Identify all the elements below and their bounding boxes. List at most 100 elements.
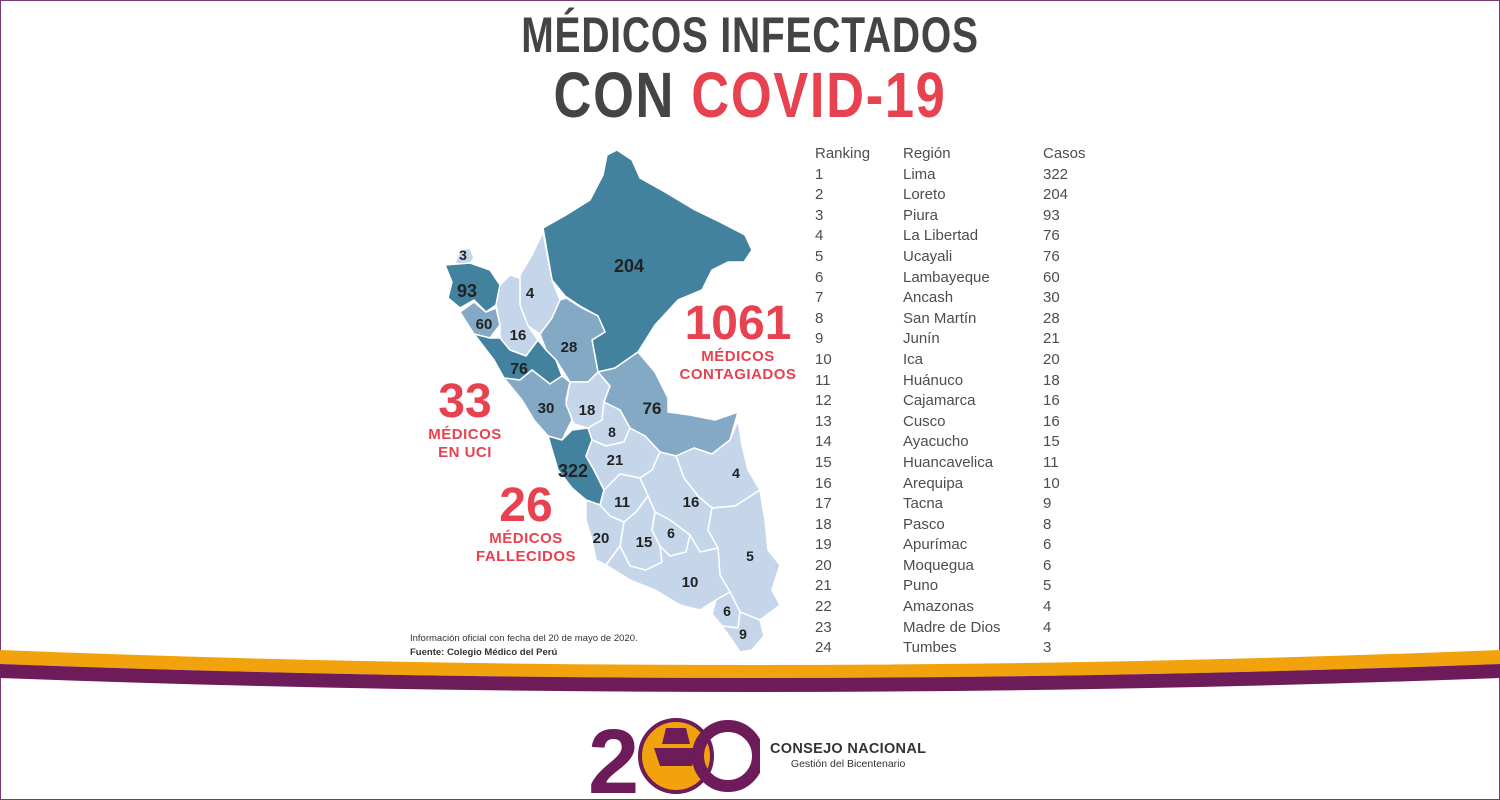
table-row: 1 Lima 322 [815, 165, 1115, 186]
row-ranking: 2 [815, 186, 824, 204]
row-ranking: 14 [815, 433, 832, 451]
row-casos: 21 [1043, 330, 1060, 348]
table-row: 21 Puno 5 [815, 576, 1115, 597]
band-purple [0, 664, 1500, 692]
row-ranking: 10 [815, 350, 832, 368]
row-casos: 16 [1043, 392, 1060, 410]
row-ranking: 8 [815, 309, 824, 327]
row-ranking: 6 [815, 268, 824, 286]
map-label-piura: 93 [457, 281, 477, 301]
row-ranking: 7 [815, 289, 824, 307]
row-ranking: 17 [815, 495, 832, 513]
row-region: Ancash [903, 289, 954, 307]
bicentenario-logo: 2 [588, 714, 760, 796]
row-ranking: 15 [815, 453, 832, 471]
row-ranking: 20 [815, 556, 832, 574]
stat-fallecidos-line2: FALLECIDOS [475, 548, 576, 565]
region-cajamarca[interactable] [495, 274, 539, 357]
decorative-band [0, 650, 1500, 692]
row-region: Tumbes [903, 639, 957, 657]
row-casos: 11 [1043, 453, 1059, 471]
row-region: Ucayali [903, 247, 953, 265]
council-block: CONSEJO NACIONAL Gestión del Bicentenari… [770, 741, 926, 770]
header-ranking: Ranking [815, 145, 871, 162]
stat-uci-line2: EN UCI [438, 444, 492, 461]
source-credit: Fuente: Colegio Médico del Perú [410, 647, 558, 658]
row-region: Lambayeque [903, 268, 990, 286]
table-row: 14 Ayacucho 15 [815, 432, 1115, 453]
stat-fallecidos: 26 MÉDICOS FALLECIDOS [468, 482, 584, 566]
row-ranking: 9 [815, 330, 824, 348]
row-casos: 10 [1043, 474, 1060, 492]
page-title-line1: MÉDICOS INFECTADOS [521, 7, 979, 63]
row-region: Amazonas [903, 598, 974, 616]
row-casos: 30 [1043, 289, 1060, 307]
council-subtitle: Gestión del Bicentenario [790, 758, 906, 770]
map-label-lambayeque: 60 [476, 316, 493, 333]
table-row: 7 Ancash 30 [815, 288, 1115, 309]
title-accent: COVID-19 [691, 59, 947, 131]
table-row: 6 Lambayeque 60 [815, 268, 1115, 289]
map-label-junin: 21 [607, 452, 624, 469]
stat-uci-value: 33 [438, 375, 492, 428]
row-region: Huancavelica [903, 453, 994, 471]
row-casos: 76 [1043, 247, 1060, 265]
row-ranking: 24 [815, 639, 832, 657]
row-region: Lima [903, 165, 936, 183]
map-label-amazonas: 4 [526, 285, 535, 302]
row-casos: 18 [1043, 371, 1060, 389]
table-row: 16 Arequipa 10 [815, 474, 1115, 495]
map-label-san-martin: 28 [561, 339, 578, 356]
row-casos: 4 [1043, 598, 1052, 616]
row-casos: 6 [1043, 556, 1052, 574]
stat-fallecidos-value: 26 [499, 479, 553, 532]
row-region: Madre de Dios [903, 618, 1001, 636]
page-title-line2: CON COVID-19 [135, 58, 1365, 132]
map-label-loreto: 204 [614, 256, 644, 276]
row-region: Apurímac [903, 536, 968, 554]
map-label-huanuco: 18 [579, 402, 596, 419]
row-ranking: 4 [815, 227, 824, 245]
header-region: Región [903, 145, 951, 162]
row-region: Cusco [903, 412, 946, 430]
map-label-puno: 5 [746, 548, 754, 564]
stat-contagiados-line1: MÉDICOS [701, 348, 775, 365]
table-row: 2 Loreto 204 [815, 185, 1115, 206]
row-region: Ica [903, 350, 924, 368]
map-label-madre-de-dios: 4 [732, 465, 740, 481]
map-label-arequipa: 10 [682, 574, 699, 591]
table-row: 23 Madre de Dios 4 [815, 618, 1115, 639]
table-row: 20 Moquegua 6 [815, 556, 1115, 577]
region-ica[interactable] [585, 499, 625, 566]
map-label-la-libertad: 76 [510, 361, 528, 378]
table-row: 19 Apurímac 6 [815, 535, 1115, 556]
table-row: 3 Piura 93 [815, 206, 1115, 227]
row-ranking: 13 [815, 412, 832, 430]
row-ranking: 12 [815, 392, 832, 410]
row-casos: 76 [1043, 227, 1060, 245]
ranking-table: Ranking Región Casos 1 Lima 322 2 Loreto 204 3… [815, 144, 1115, 659]
row-ranking: 3 [815, 206, 824, 224]
table-row: 13 Cusco 16 [815, 412, 1115, 433]
table-row: 5 Ucayali 76 [815, 247, 1115, 268]
table-header: Ranking Región Casos [815, 144, 1115, 165]
table-row: 9 Junín 21 [815, 329, 1115, 350]
row-region: Arequipa [903, 474, 964, 492]
map-label-huancavelica: 11 [614, 494, 630, 511]
row-casos: 16 [1043, 412, 1060, 430]
table-row: 24 Tumbes 3 [815, 638, 1115, 659]
row-casos: 9 [1043, 495, 1052, 513]
region-arequipa[interactable] [605, 534, 731, 611]
logo-seal-figure [654, 728, 698, 766]
header-casos: Casos [1043, 145, 1086, 162]
stat-contagiados: 1061 MÉDICOS CONTAGIADOS [672, 300, 804, 384]
map-label-pasco: 8 [608, 424, 616, 440]
region-tacna[interactable] [721, 611, 765, 653]
title-prefix: CON [553, 59, 692, 131]
logo-digit-2: 2 [588, 714, 639, 796]
row-region: Ayacucho [903, 433, 969, 451]
map-label-ancash: 30 [538, 400, 555, 417]
row-ranking: 23 [815, 618, 832, 636]
council-name: CONSEJO NACIONAL [770, 741, 927, 757]
stat-contagiados-value: 1061 [684, 297, 792, 350]
